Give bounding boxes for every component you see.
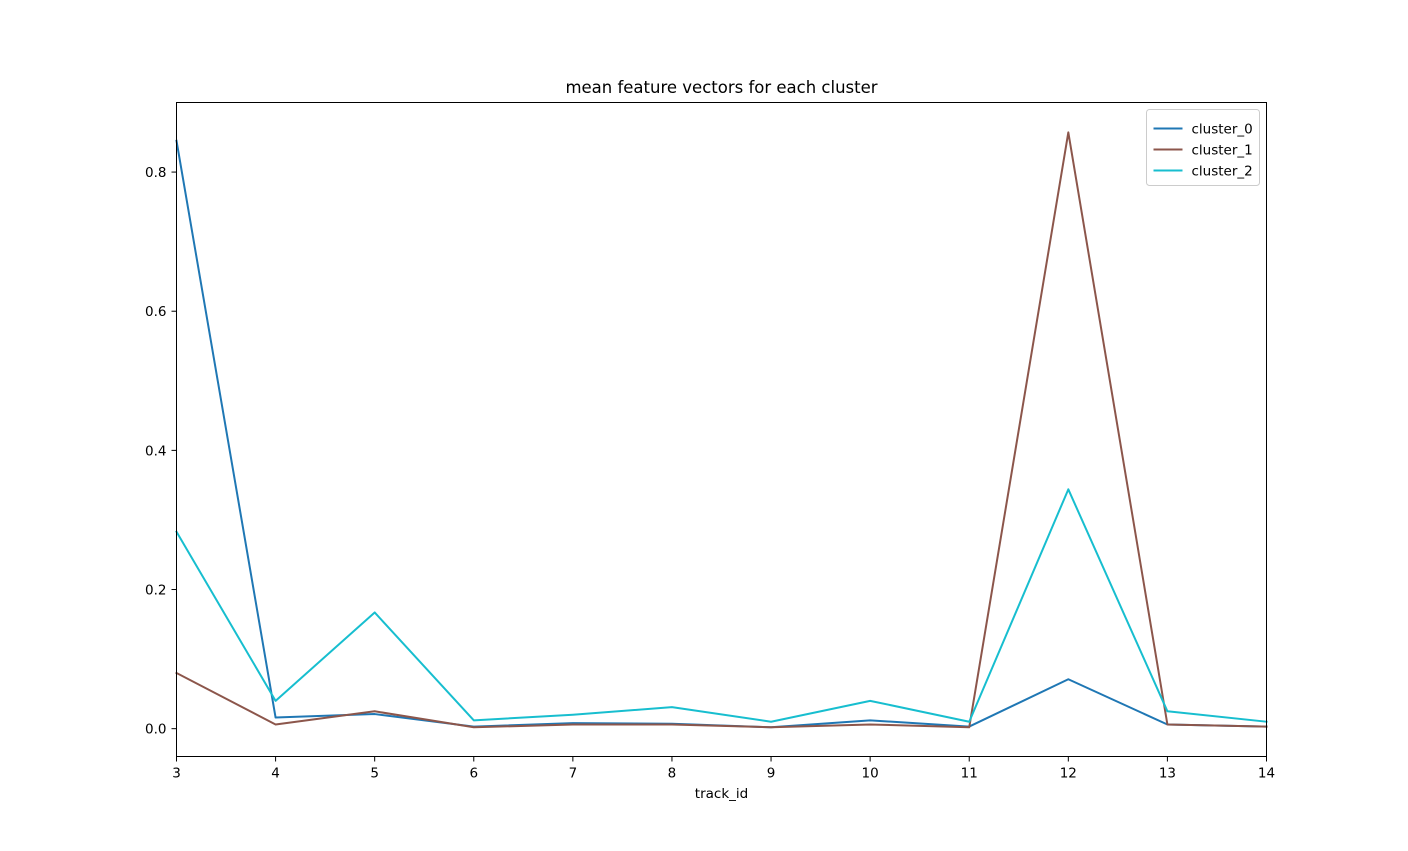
series-line-cluster_1	[175, 131, 1268, 729]
legend-label-cluster_2: cluster_2	[1192, 164, 1253, 180]
legend-label-cluster_0: cluster_0	[1192, 122, 1253, 138]
legend: cluster_0 cluster_1 cluster_2	[1146, 109, 1260, 186]
x-tick-label: 3	[172, 766, 181, 782]
x-tick-label: 10	[862, 766, 879, 782]
x-tick-label: 12	[1060, 766, 1077, 782]
x-tick-label: 4	[271, 766, 280, 782]
x-tick-label: 11	[961, 766, 978, 782]
x-tick-label: 9	[767, 766, 776, 782]
plot-frame	[176, 102, 1267, 757]
x-tick-label: 7	[569, 766, 578, 782]
x-axis-label: track_id	[695, 786, 748, 802]
legend-label-cluster_1: cluster_1	[1192, 143, 1253, 159]
series-layer	[175, 131, 1268, 729]
y-tick-label: 0.2	[145, 583, 166, 599]
x-tick-label: 13	[1159, 766, 1176, 782]
x-tick-label: 8	[668, 766, 677, 782]
y-tick-label: 0.8	[145, 165, 166, 181]
chart-title: mean feature vectors for each cluster	[565, 78, 877, 97]
y-axis-ticks: 0.0 0.2 0.4 0.6 0.8	[145, 165, 177, 738]
y-tick-label: 0.0	[145, 722, 166, 738]
series-line-cluster_2	[175, 488, 1268, 723]
x-tick-label: 5	[370, 766, 379, 782]
x-axis-ticks: 3 4 5 6 7 8 9 10 11 12 13 14	[172, 756, 1275, 782]
y-tick-label: 0.4	[145, 443, 166, 459]
y-tick-label: 0.6	[145, 304, 166, 320]
x-tick-label: 6	[469, 766, 478, 782]
x-tick-label: 14	[1258, 766, 1275, 782]
